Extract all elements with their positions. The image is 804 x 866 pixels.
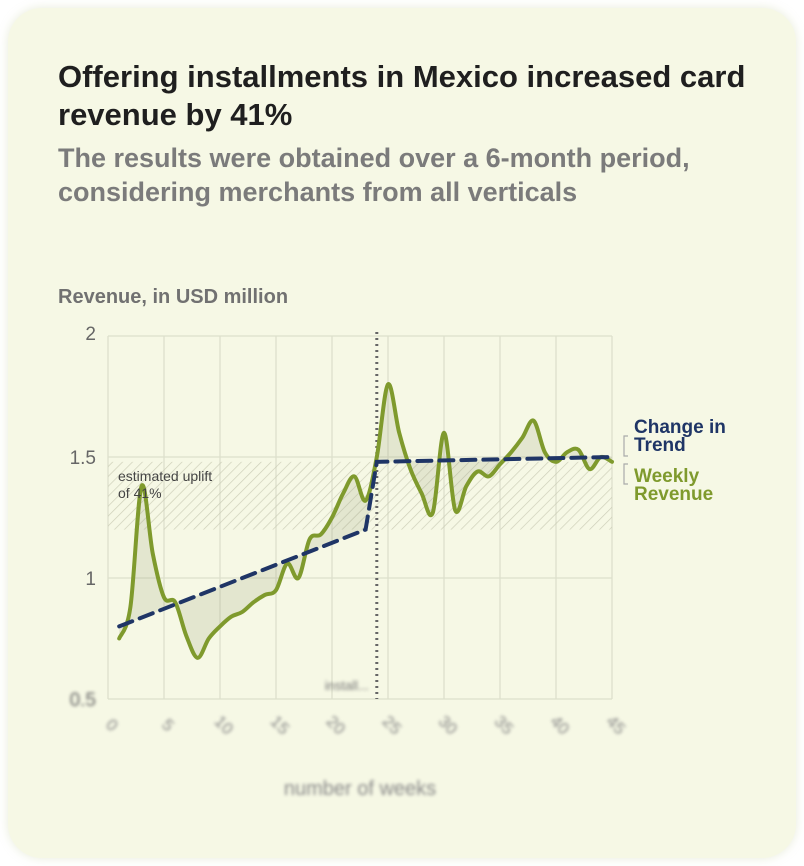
x-tick-label: 5 bbox=[158, 715, 178, 735]
legend-label: Weekly Revenue bbox=[634, 466, 713, 505]
chart-title: Offering installments in Mexico increase… bbox=[58, 59, 746, 132]
x-tick-label: 45 bbox=[602, 712, 629, 739]
x-tick-label: 40 bbox=[546, 712, 573, 739]
x-tick-label: 15 bbox=[266, 712, 293, 739]
event-label: install... bbox=[325, 678, 369, 693]
x-axis-label: number of weeks bbox=[284, 778, 436, 800]
legend-bracket bbox=[623, 463, 628, 485]
chart-lines bbox=[117, 332, 614, 699]
chart-card bbox=[8, 8, 796, 858]
change-in-trend-line bbox=[117, 455, 614, 629]
x-tick-label: 35 bbox=[490, 712, 517, 739]
x-tick-label: 25 bbox=[378, 712, 405, 739]
chart-subtitle: The results were obtained over a 6-month… bbox=[58, 143, 690, 207]
chart-annotations: estimated uplift of 41% install... bbox=[118, 468, 369, 693]
y-tick-label: 0.5 bbox=[70, 690, 96, 711]
x-tick-label: 0 bbox=[102, 715, 122, 735]
weekly-revenue-line bbox=[117, 382, 614, 660]
x-tick-label: 10 bbox=[210, 712, 237, 739]
y-tick-label: 2 bbox=[85, 324, 96, 345]
x-tick-label: 20 bbox=[322, 712, 349, 739]
chart-legend: Change in Trend Weekly Revenue bbox=[623, 417, 726, 505]
legend-bracket bbox=[623, 435, 628, 457]
uplift-annotation: estimated uplift of 41% bbox=[118, 468, 212, 501]
legend-label: Change in Trend bbox=[634, 417, 726, 456]
y-axis-label: Revenue, in USD million bbox=[58, 286, 289, 308]
y-tick-label: 1 bbox=[85, 569, 96, 590]
y-tick-label: 1.5 bbox=[70, 448, 96, 469]
x-tick-label: 30 bbox=[434, 712, 461, 739]
